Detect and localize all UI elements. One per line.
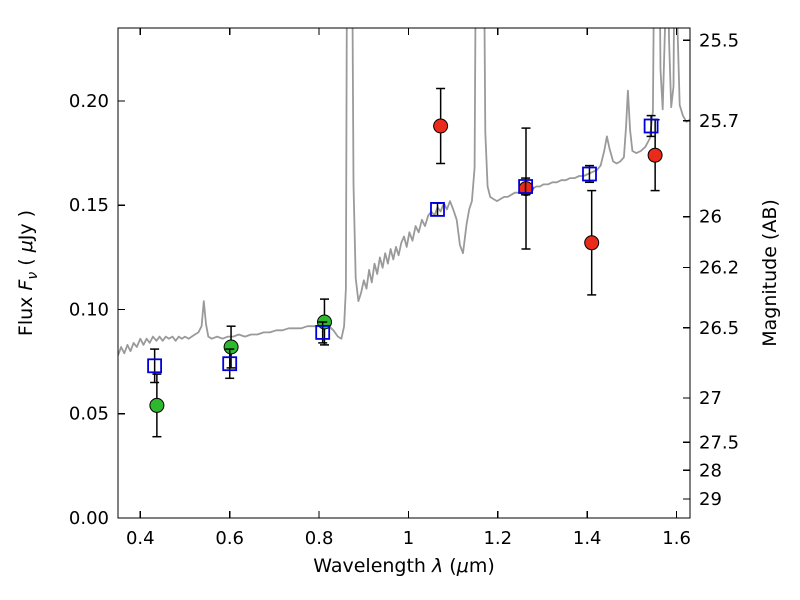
data-point [647, 147, 663, 163]
y-right-tick-label: 28 [699, 460, 722, 481]
y-axis-label-left: Flux Fν ( μJy ) [15, 210, 41, 336]
spectrum-line [118, 28, 690, 356]
y-left-tick-label: 0.10 [69, 300, 109, 321]
data-point [149, 397, 165, 413]
x-tick-label: 1.6 [662, 528, 691, 549]
data-point [518, 179, 533, 194]
x-tick-label: 1.4 [573, 528, 602, 549]
data-point [643, 118, 659, 134]
data-point [223, 339, 239, 355]
plot-frame [117, 27, 691, 519]
x-tick-label: 0.6 [215, 528, 244, 549]
data-point [222, 356, 238, 372]
x-axis-label: Wavelength λ (μm) [313, 555, 494, 577]
y-right-tick-label: 26 [699, 207, 722, 228]
data-point [315, 324, 331, 340]
x-tick-label: 1 [403, 528, 414, 549]
y-right-tick-label: 26.5 [699, 318, 739, 339]
x-tick-label: 0.8 [305, 528, 334, 549]
y-right-tick-label: 25.5 [699, 30, 739, 51]
y-right-tick-label: 25.7 [699, 111, 739, 132]
data-point [430, 201, 445, 217]
y-left-tick-label: 0.05 [69, 404, 109, 425]
y-left-tick-label: 0.15 [69, 195, 109, 216]
blue-open-squares [147, 118, 659, 374]
x-tick-label: 1.2 [483, 528, 512, 549]
y-right-tick-label: 27 [699, 388, 722, 409]
data-point [582, 166, 597, 182]
y-axis-label-right: Magnitude (AB) [759, 199, 781, 347]
y-right-tick-label: 27.5 [699, 432, 739, 453]
y-left-tick-label: 0.20 [69, 91, 109, 112]
y-right-tick-label: 26.2 [699, 257, 739, 278]
data-point [147, 358, 163, 374]
data-point [584, 235, 600, 251]
y-right-tick-label: 29 [699, 489, 722, 510]
data-point [433, 118, 449, 134]
x-tick-label: 0.4 [126, 528, 155, 549]
y-left-tick-label: 0.00 [69, 508, 109, 529]
